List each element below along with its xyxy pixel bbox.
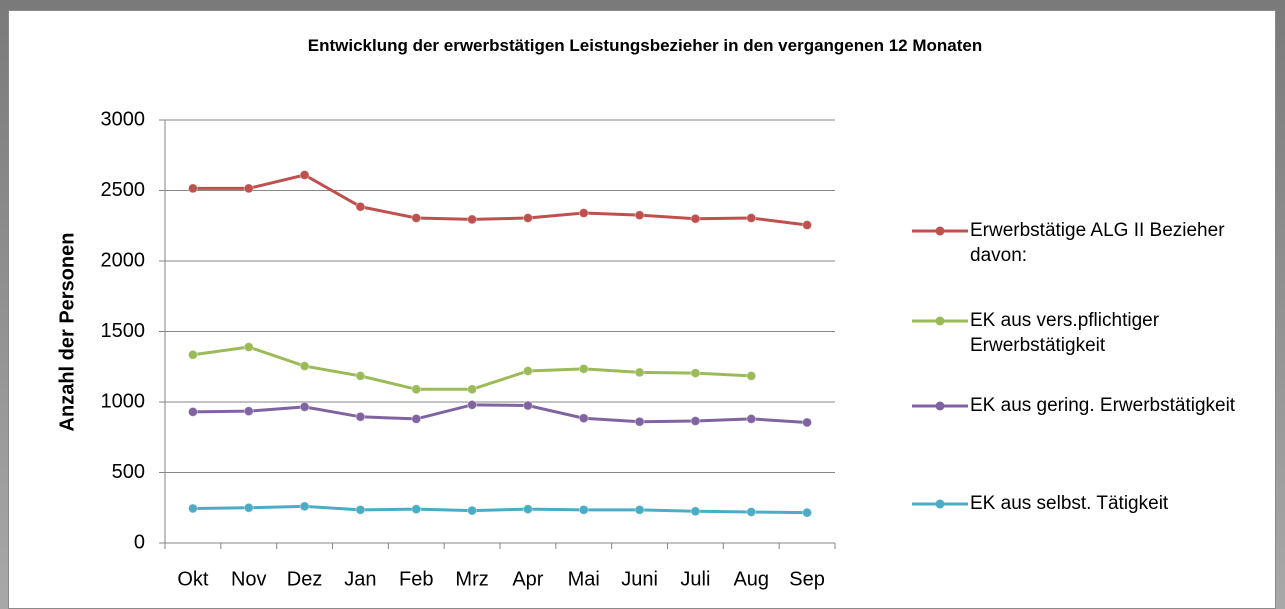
data-point xyxy=(411,413,422,424)
data-point xyxy=(634,210,645,221)
data-point xyxy=(243,406,254,417)
legend-label: EK aus vers.pflichtiger Erwerbstätigkeit xyxy=(970,310,1160,356)
data-point xyxy=(187,406,198,417)
x-tick-label: Mrz xyxy=(455,568,488,590)
x-tick-label: Aug xyxy=(733,568,769,590)
legend-marker xyxy=(935,316,945,326)
data-point xyxy=(522,400,533,411)
legend-entry: EK aus selbst. Tätigkeit xyxy=(912,491,1252,516)
legend-label: EK aus gering. Erwerbstätigkeit xyxy=(970,395,1236,416)
data-point xyxy=(690,213,701,224)
y-tick-label: 2000 xyxy=(101,249,146,271)
data-point xyxy=(522,365,533,376)
data-point xyxy=(243,183,254,194)
legend-swatch xyxy=(912,499,968,509)
data-point xyxy=(634,504,645,515)
data-point xyxy=(299,169,310,180)
data-point xyxy=(746,370,757,381)
legend-label: Erwerbstätige ALG II Bezieher davon: xyxy=(970,220,1225,266)
data-point xyxy=(802,417,813,428)
legend-marker xyxy=(935,499,945,509)
data-point xyxy=(634,367,645,378)
data-point xyxy=(187,183,198,194)
legend-marker xyxy=(935,226,945,236)
legend-entry: Erwerbstätige ALG II Bezieher davon: xyxy=(912,218,1252,268)
data-point xyxy=(299,401,310,412)
y-tick-label: 500 xyxy=(112,461,145,483)
y-tick-label: 3000 xyxy=(101,108,146,130)
data-point xyxy=(522,212,533,223)
data-point xyxy=(243,502,254,513)
data-point xyxy=(578,208,589,219)
legend-entry: EK aus gering. Erwerbstätigkeit xyxy=(912,393,1252,418)
chart-title: Entwicklung der erwerbstätigen Leistungs… xyxy=(307,36,983,55)
data-point xyxy=(299,361,310,372)
series-line xyxy=(192,403,808,424)
data-point xyxy=(690,506,701,517)
data-point xyxy=(467,384,478,395)
data-point xyxy=(578,504,589,515)
x-tick-label: Juni xyxy=(621,568,658,590)
x-tick-label: Jan xyxy=(344,568,376,590)
data-point xyxy=(634,416,645,427)
data-point xyxy=(746,506,757,517)
data-point xyxy=(411,384,422,395)
y-tick-label: 1500 xyxy=(101,320,146,342)
data-point xyxy=(467,505,478,516)
data-point xyxy=(746,413,757,424)
legend-swatch xyxy=(912,316,968,326)
data-point xyxy=(243,342,254,353)
series-line xyxy=(192,173,808,227)
chart: Anzahl der Personen 0 500 1000 1500 2000 2500… xyxy=(56,108,836,590)
data-point xyxy=(411,212,422,223)
data-point xyxy=(578,413,589,424)
data-point xyxy=(522,504,533,515)
x-tick-label: Okt xyxy=(177,568,209,590)
data-point xyxy=(746,212,757,223)
legend-swatch xyxy=(912,401,968,411)
x-tick-label: Nov xyxy=(231,568,267,590)
legend-swatch xyxy=(912,226,968,236)
x-tick-label: Apr xyxy=(512,568,543,590)
data-point xyxy=(411,504,422,515)
y-tick-label: 1000 xyxy=(101,390,146,412)
x-tick-label: Juli xyxy=(680,568,710,590)
data-point xyxy=(802,507,813,518)
data-point xyxy=(467,214,478,225)
data-point xyxy=(802,220,813,231)
data-point xyxy=(355,504,366,515)
data-point xyxy=(355,201,366,212)
legend-marker xyxy=(935,401,945,411)
data-point xyxy=(299,501,310,512)
y-tick-label: 2500 xyxy=(101,179,146,201)
x-tick-label: Mai xyxy=(568,568,600,590)
legend-entry: EK aus vers.pflichtiger Erwerbstätigkeit xyxy=(912,308,1252,358)
data-point xyxy=(355,411,366,422)
x-tick-label: Dez xyxy=(287,568,323,590)
data-point xyxy=(467,399,478,410)
x-tick-label: Sep xyxy=(789,568,825,590)
y-tick-label: 0 xyxy=(134,531,145,553)
data-point xyxy=(187,349,198,360)
data-point xyxy=(187,503,198,514)
data-point xyxy=(578,363,589,374)
series-line xyxy=(192,345,752,391)
y-axis-title: Anzahl der Personen xyxy=(56,233,78,432)
data-point xyxy=(690,368,701,379)
x-tick-label: Feb xyxy=(399,568,433,590)
data-point xyxy=(355,370,366,381)
data-point xyxy=(690,416,701,427)
legend-label: EK aus selbst. Tätigkeit xyxy=(970,493,1169,514)
series-line xyxy=(192,504,808,515)
